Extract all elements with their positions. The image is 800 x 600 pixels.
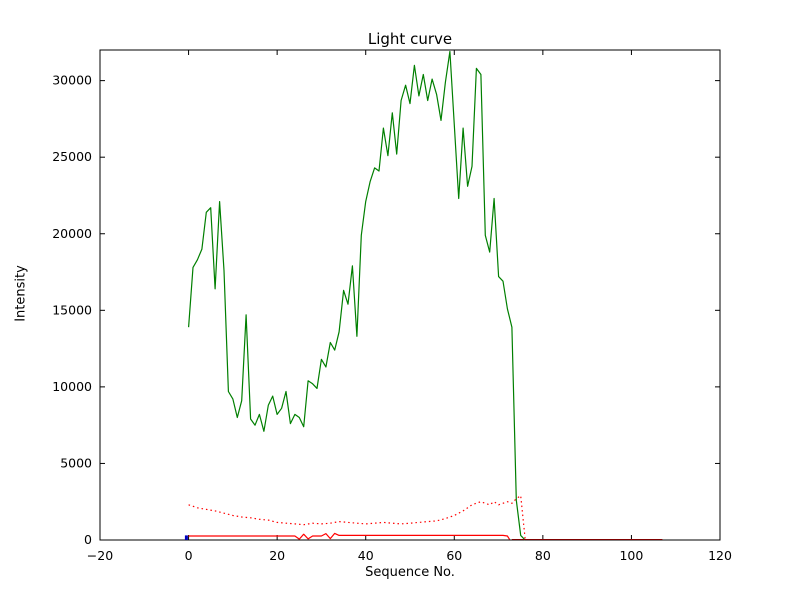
x-tick-label: 0 (185, 548, 193, 563)
y-tick-label: 15000 (52, 302, 92, 317)
y-tick-label: 25000 (52, 149, 92, 164)
x-tick-label: 80 (535, 548, 551, 563)
x-tick-label: −20 (87, 548, 113, 563)
y-tick-label: 5000 (60, 455, 92, 470)
y-tick-label: 20000 (52, 226, 92, 241)
y-tick-label: 30000 (52, 73, 92, 88)
series-light-curve-green (188, 50, 526, 541)
x-tick-label: 20 (269, 548, 285, 563)
x-axis-label: Sequence No. (365, 565, 455, 580)
series-background-red-dotted (188, 495, 526, 539)
x-tick-label: 40 (358, 548, 374, 563)
y-tick-label: 0 (84, 532, 92, 547)
x-tick-label: 60 (446, 548, 462, 563)
y-tick-label: 10000 (52, 379, 92, 394)
chart-title: Light curve (367, 30, 453, 48)
x-tick-label: 120 (708, 548, 732, 563)
x-tick-label: 100 (619, 548, 643, 563)
y-axis-label: Intensity (13, 265, 29, 322)
axes-frame (99, 49, 721, 541)
series-noise-red-solid (188, 532, 511, 540)
